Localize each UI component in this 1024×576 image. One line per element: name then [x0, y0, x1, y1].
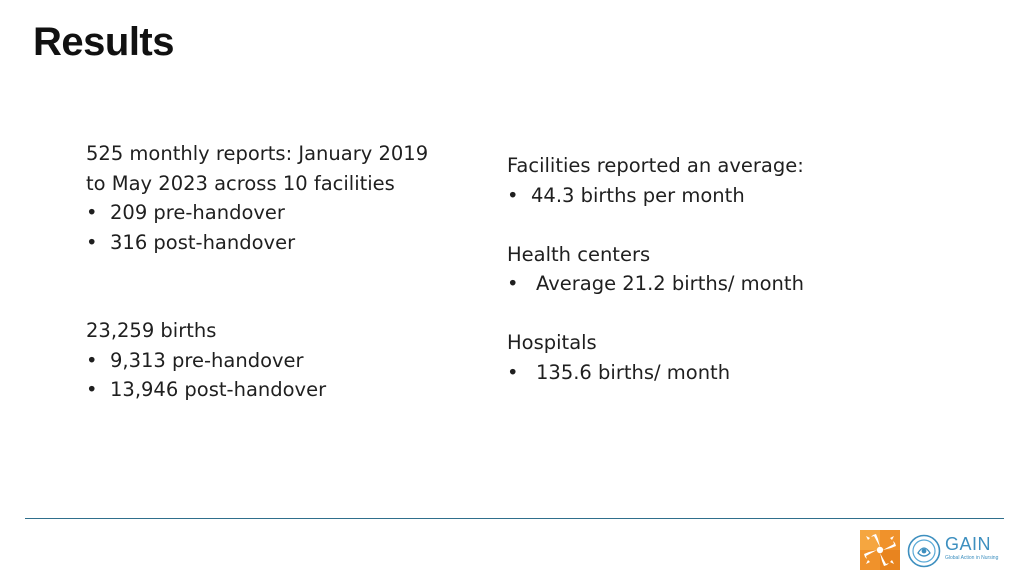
- births-list: 9,313 pre-handover 13,946 post-handover: [86, 346, 466, 405]
- hands-logo: [860, 530, 900, 570]
- spacer: [86, 257, 466, 316]
- health-centers-heading: Health centers: [507, 242, 651, 266]
- reports-line-2: to May 2023 across 10 facilities: [86, 171, 395, 195]
- right-column: Facilities reported an average: 44.3 bir…: [507, 151, 927, 387]
- reports-line-1: 525 monthly reports: January 2019: [86, 142, 429, 165]
- average-list: 44.3 births per month: [507, 181, 927, 211]
- left-column: 525 monthly reports: January 2019 to May…: [86, 139, 466, 405]
- list-item: 9,313 pre-handover: [86, 346, 466, 376]
- hospitals-heading: Hospitals: [507, 331, 597, 354]
- hospitals-list: 135.6 births/ month: [507, 358, 927, 388]
- list-item: Average 21.2 births/ month: [507, 269, 927, 299]
- gain-logo: GAIN Global Action in Nursing: [907, 533, 1003, 569]
- list-item: 316 post-handover: [86, 228, 466, 258]
- births-heading: 23,259 births: [86, 319, 217, 342]
- health-centers-block: Health centers Average 21.2 births/ mont…: [507, 240, 927, 299]
- list-item: 13,946 post-handover: [86, 375, 466, 405]
- gain-wordmark: GAIN: [945, 534, 992, 554]
- average-block: Facilities reported an average: 44.3 bir…: [507, 151, 927, 210]
- list-item: 209 pre-handover: [86, 198, 466, 228]
- spacer: [507, 210, 927, 240]
- average-heading: Facilities reported an average:: [507, 154, 804, 177]
- reports-block: 525 monthly reports: January 2019 to May…: [86, 139, 466, 257]
- health-centers-list: Average 21.2 births/ month: [507, 269, 927, 299]
- hands-icon: [860, 530, 900, 570]
- list-item: 135.6 births/ month: [507, 358, 927, 388]
- reports-list: 209 pre-handover 316 post-handover: [86, 198, 466, 257]
- spacer: [507, 299, 927, 329]
- gain-tagline: Global Action in Nursing: [945, 555, 999, 561]
- gain-emblem-icon: [907, 534, 941, 568]
- slide-title: Results: [33, 20, 175, 64]
- hospitals-block: Hospitals 135.6 births/ month: [507, 328, 927, 387]
- footer-divider: [25, 518, 1004, 519]
- births-block: 23,259 births 9,313 pre-handover 13,946 …: [86, 316, 466, 405]
- list-item: 44.3 births per month: [507, 181, 927, 211]
